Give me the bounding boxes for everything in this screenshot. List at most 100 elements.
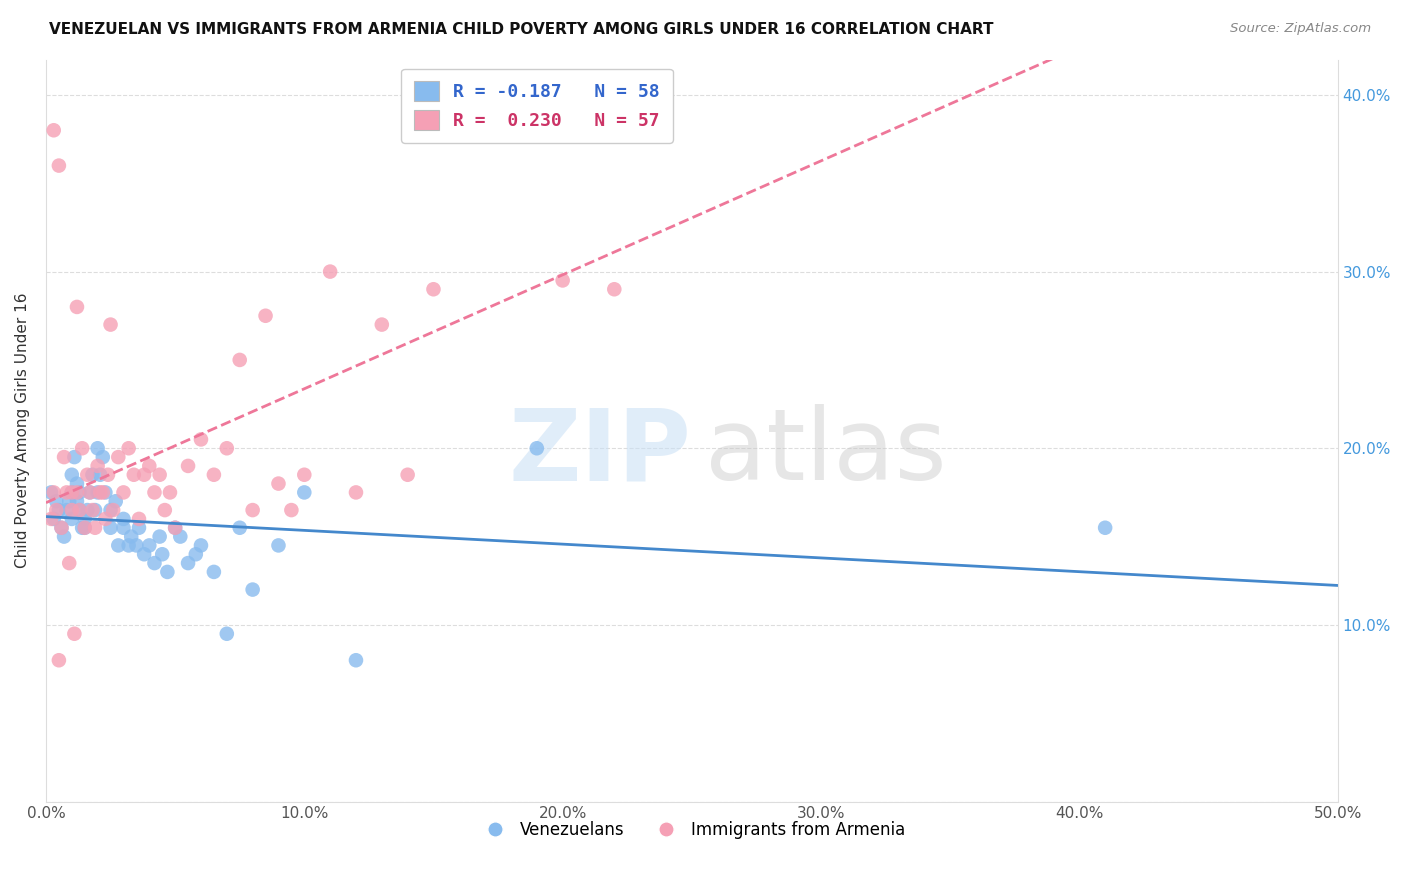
- Point: [551, 273, 574, 287]
- Point: [86, 458, 108, 473]
- Point: [107, 538, 129, 552]
- Point: [177, 458, 200, 473]
- Point: [94, 512, 117, 526]
- Point: [89, 467, 111, 482]
- Point: [112, 521, 135, 535]
- Point: [228, 353, 250, 368]
- Point: [66, 476, 89, 491]
- Point: [42, 512, 65, 526]
- Point: [58, 494, 80, 508]
- Point: [100, 503, 122, 517]
- Point: [42, 485, 65, 500]
- Point: [202, 467, 225, 482]
- Text: atlas: atlas: [704, 404, 946, 501]
- Point: [461, 123, 484, 137]
- Point: [97, 467, 120, 482]
- Point: [73, 521, 96, 535]
- Point: [100, 318, 122, 332]
- Point: [63, 626, 86, 640]
- Point: [66, 300, 89, 314]
- Point: [100, 521, 122, 535]
- Point: [60, 467, 83, 482]
- Legend: Venezuelans, Immigrants from Armenia: Venezuelans, Immigrants from Armenia: [471, 814, 912, 846]
- Point: [228, 521, 250, 535]
- Point: [190, 538, 212, 552]
- Point: [396, 467, 419, 482]
- Point: [63, 450, 86, 464]
- Point: [254, 309, 277, 323]
- Point: [267, 476, 290, 491]
- Point: [104, 494, 127, 508]
- Point: [45, 503, 67, 517]
- Point: [66, 494, 89, 508]
- Point: [292, 485, 315, 500]
- Point: [112, 485, 135, 500]
- Point: [156, 565, 179, 579]
- Point: [149, 530, 172, 544]
- Point: [371, 318, 394, 332]
- Point: [242, 503, 264, 517]
- Point: [499, 105, 522, 120]
- Point: [48, 159, 70, 173]
- Point: [51, 521, 73, 535]
- Point: [51, 521, 73, 535]
- Point: [91, 450, 114, 464]
- Point: [60, 512, 83, 526]
- Point: [76, 503, 98, 517]
- Point: [422, 282, 444, 296]
- Point: [143, 556, 166, 570]
- Point: [60, 485, 83, 500]
- Text: Source: ZipAtlas.com: Source: ZipAtlas.com: [1230, 22, 1371, 36]
- Point: [165, 521, 187, 535]
- Y-axis label: Child Poverty Among Girls Under 16: Child Poverty Among Girls Under 16: [15, 293, 30, 568]
- Point: [39, 485, 62, 500]
- Point: [48, 503, 70, 517]
- Point: [79, 485, 101, 500]
- Point: [86, 442, 108, 456]
- Point: [128, 521, 150, 535]
- Point: [86, 485, 108, 500]
- Point: [134, 467, 156, 482]
- Text: VENEZUELAN VS IMMIGRANTS FROM ARMENIA CHILD POVERTY AMONG GIRLS UNDER 16 CORRELA: VENEZUELAN VS IMMIGRANTS FROM ARMENIA CH…: [49, 22, 994, 37]
- Point: [82, 503, 104, 517]
- Point: [165, 521, 187, 535]
- Point: [190, 433, 212, 447]
- Point: [120, 530, 142, 544]
- Point: [292, 467, 315, 482]
- Point: [84, 521, 107, 535]
- Point: [70, 521, 93, 535]
- Point: [169, 530, 191, 544]
- Point: [91, 485, 114, 500]
- Point: [184, 547, 207, 561]
- Point: [42, 123, 65, 137]
- Point: [177, 556, 200, 570]
- Point: [60, 485, 83, 500]
- Point: [202, 565, 225, 579]
- Point: [1094, 521, 1116, 535]
- Point: [149, 467, 172, 482]
- Point: [134, 547, 156, 561]
- Point: [55, 485, 77, 500]
- Point: [280, 503, 302, 517]
- Point: [242, 582, 264, 597]
- Point: [101, 503, 124, 517]
- Point: [319, 264, 342, 278]
- Point: [143, 485, 166, 500]
- Point: [60, 503, 83, 517]
- Point: [79, 485, 101, 500]
- Point: [138, 538, 160, 552]
- Point: [603, 282, 626, 296]
- Point: [66, 485, 89, 500]
- Point: [70, 442, 93, 456]
- Point: [45, 494, 67, 508]
- Point: [73, 521, 96, 535]
- Point: [215, 626, 238, 640]
- Point: [117, 442, 139, 456]
- Point: [76, 467, 98, 482]
- Point: [112, 512, 135, 526]
- Point: [122, 467, 145, 482]
- Point: [94, 485, 117, 500]
- Point: [150, 547, 173, 561]
- Point: [107, 450, 129, 464]
- Point: [344, 485, 367, 500]
